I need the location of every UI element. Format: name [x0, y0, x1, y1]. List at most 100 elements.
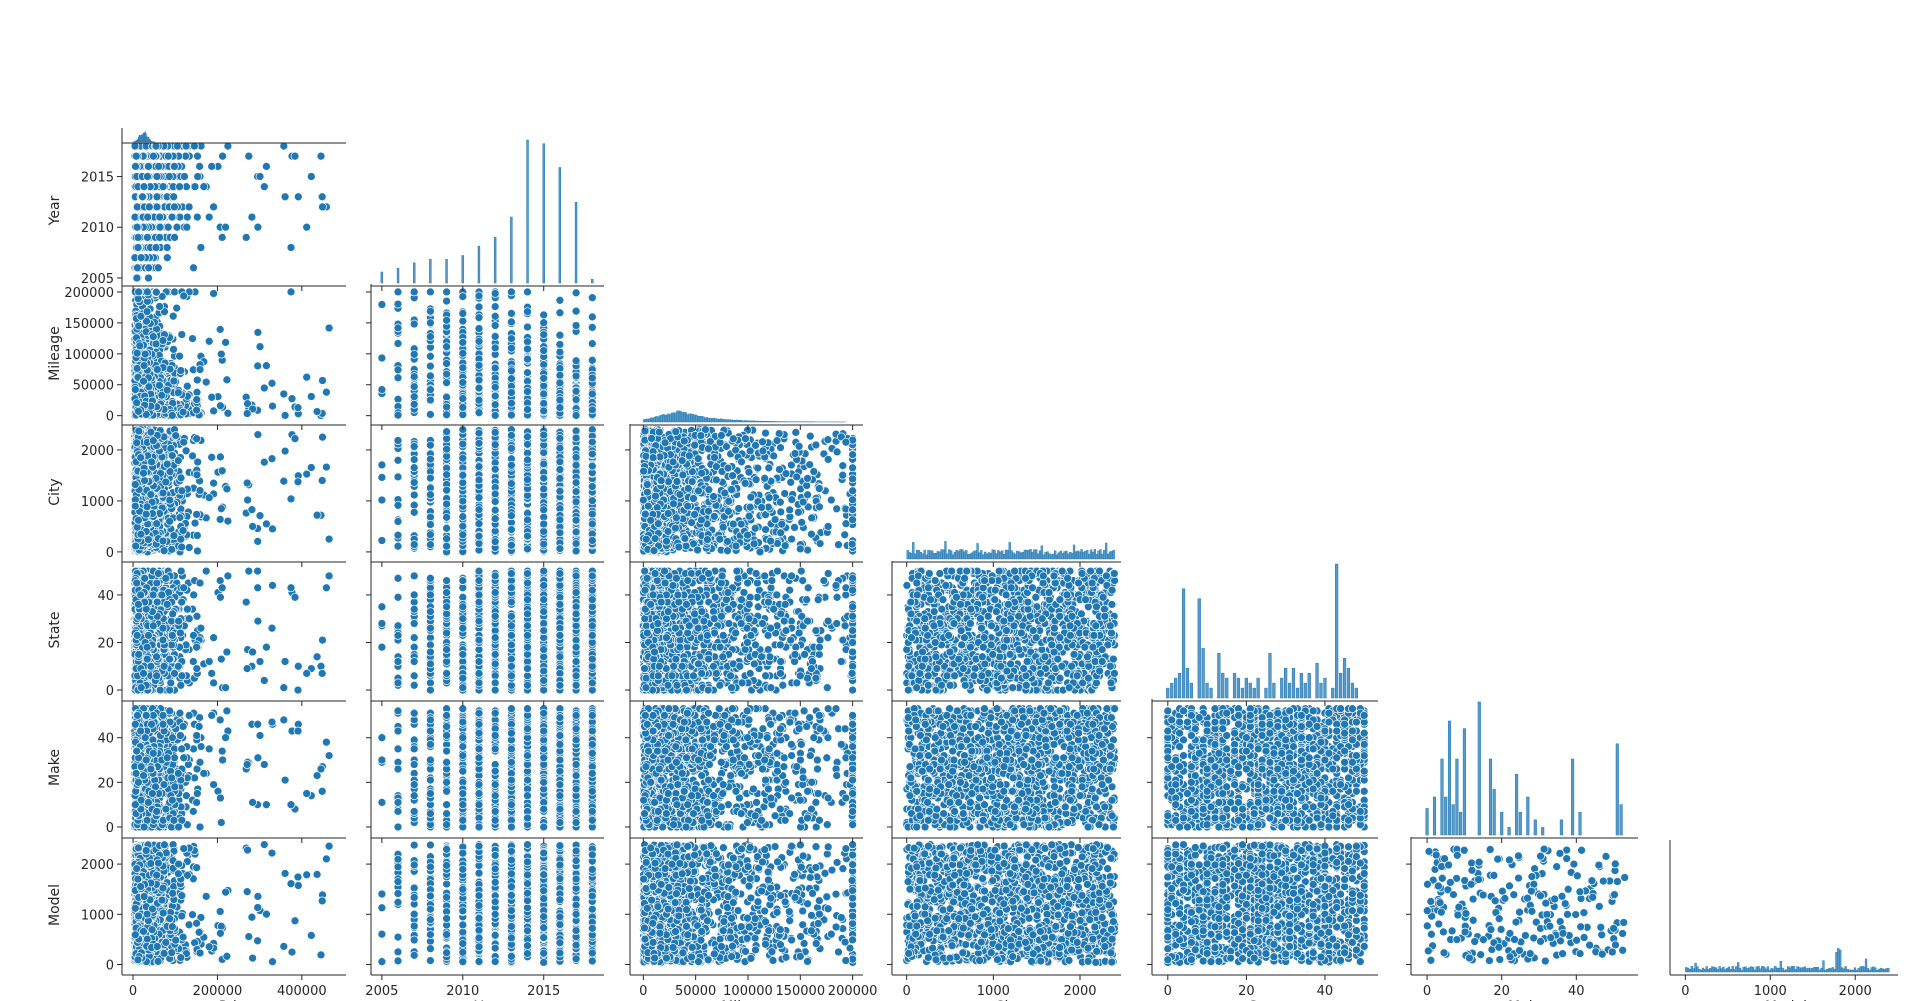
scatter-point [202, 378, 210, 386]
scatter-point [256, 173, 264, 181]
scatter-point [260, 183, 268, 191]
scatter-point [144, 162, 152, 170]
scatter-point [196, 162, 204, 170]
scatter-point [194, 152, 202, 160]
scatter-point [171, 288, 179, 296]
scatter-point [173, 304, 181, 312]
scatter-point [185, 203, 193, 211]
scatter-point [156, 213, 164, 221]
scatter-point [193, 376, 201, 384]
scatter-point [307, 393, 315, 401]
scatter-point [281, 193, 289, 201]
scatter-point [210, 407, 218, 415]
scatter-point [208, 393, 216, 401]
scatter-point [319, 203, 327, 211]
scatter-point [149, 152, 157, 160]
scatter-point [245, 152, 253, 160]
scatter-point [134, 244, 142, 252]
scatter-point [254, 223, 262, 231]
scatter-point [133, 264, 141, 272]
scatter-point [153, 203, 161, 211]
scatter-point [262, 162, 270, 170]
panel-mileage-vs-price [131, 288, 333, 420]
scatter-point [153, 173, 161, 181]
scatter-point [262, 362, 270, 370]
scatter-point [197, 244, 205, 252]
scatter-point [256, 343, 264, 351]
scatter-point [164, 152, 172, 160]
scatter-point [153, 193, 161, 201]
scatter-point [280, 390, 288, 398]
scatter-point [318, 193, 326, 201]
scatter-point [154, 264, 162, 272]
scatter-point [170, 162, 178, 170]
scatter-point [205, 213, 213, 221]
scatter-point [139, 193, 147, 201]
scatter-point [145, 203, 153, 211]
scatter-point [287, 244, 295, 252]
scatter-point [216, 325, 224, 333]
scatter-point [156, 233, 164, 241]
scatter-point [190, 264, 198, 272]
scatter-point [288, 395, 296, 403]
scatter-point [319, 377, 327, 385]
scatter-point [294, 193, 302, 201]
scatter-point [222, 338, 230, 346]
scatter-point [133, 274, 141, 282]
scatter-point [143, 233, 151, 241]
scatter-point [322, 388, 330, 396]
scatter-point [222, 223, 230, 231]
scatter-point [145, 274, 153, 282]
scatter-point [173, 223, 181, 231]
scatter-point [152, 244, 160, 252]
scatter-point [193, 213, 201, 221]
scatter-point [208, 162, 216, 170]
scatter-point [183, 382, 191, 390]
scatter-point [191, 183, 199, 191]
scatter-point [254, 328, 262, 336]
scatter-point [159, 183, 167, 191]
scatter-point [219, 152, 227, 160]
scatter-point [183, 223, 191, 231]
scatter-point [281, 411, 289, 419]
scatter-point [218, 233, 226, 241]
scatter-point [143, 173, 151, 181]
scatter-point [137, 254, 145, 262]
scatter-point [260, 384, 268, 392]
scatter-point [163, 254, 171, 262]
scatter-point [224, 409, 232, 417]
scatter-point [144, 213, 152, 221]
scatter-point [180, 173, 188, 181]
scatter-point [210, 290, 218, 298]
scatter-point [165, 173, 173, 181]
scatter-point [248, 213, 256, 221]
scatter-point [168, 213, 176, 221]
scatter-point [287, 288, 295, 296]
scatter-point [200, 183, 208, 191]
scatter-point [140, 183, 148, 191]
scatter-point [156, 223, 164, 231]
scatter-point [242, 233, 250, 241]
panel-year-vs-price [131, 142, 331, 282]
scatter-point [303, 373, 311, 381]
scatter-point [307, 173, 315, 181]
scatter-point [145, 264, 153, 272]
scatter-point [170, 193, 178, 201]
scatter-point [176, 183, 184, 191]
scatter-point [133, 203, 141, 211]
scatter-point [291, 152, 299, 160]
scatter-point [132, 162, 140, 170]
scatter-point [132, 152, 140, 160]
scatter-point [210, 203, 218, 211]
scatter-point [133, 223, 141, 231]
scatter-point [155, 162, 163, 170]
scatter-point [183, 213, 191, 221]
scatter-point [303, 223, 311, 231]
scatter-point [171, 233, 179, 241]
scatter-point [134, 233, 142, 241]
scatter-point [170, 203, 178, 211]
scatter-point [317, 152, 325, 160]
scatter-point [163, 244, 171, 252]
scatter-point [164, 223, 172, 231]
